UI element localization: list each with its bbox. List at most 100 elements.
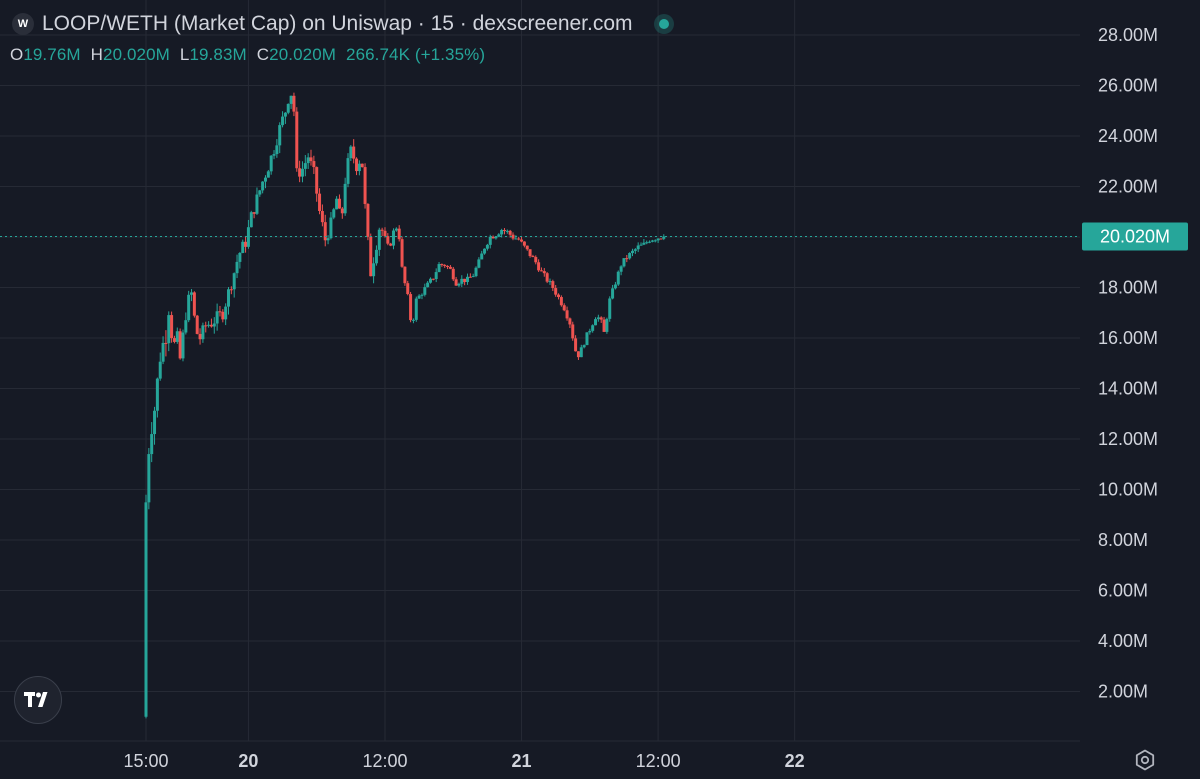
candle-body	[420, 294, 424, 296]
candle-body	[500, 229, 504, 235]
candle-body	[656, 238, 660, 241]
candle-body	[502, 229, 506, 231]
candle-body	[292, 95, 296, 112]
candle-body	[511, 234, 515, 239]
candle-body	[429, 278, 432, 283]
candle-body	[286, 103, 290, 113]
candle-body	[426, 282, 430, 288]
candle-body	[170, 315, 174, 339]
candle-body	[164, 342, 168, 344]
candle-body	[451, 268, 455, 280]
candle-body	[326, 238, 330, 241]
gear-icon[interactable]	[1133, 748, 1157, 772]
candle-body	[366, 203, 370, 237]
high-value: 20.020M	[103, 45, 170, 64]
candle-body	[263, 177, 267, 182]
candle-body	[298, 168, 302, 177]
candle-body	[562, 305, 566, 311]
candle-body	[608, 298, 612, 319]
price-axis[interactable]: 2.00M 4.00M 6.00M 8.00M 10.00M 12.00M 14.00M 16…	[1098, 25, 1158, 702]
candle-body	[340, 208, 344, 214]
candle-body	[295, 111, 299, 169]
candle-body	[246, 227, 250, 247]
candle-body	[596, 317, 600, 320]
candle-body	[192, 292, 196, 316]
candle-body	[460, 278, 464, 284]
candle-body	[352, 146, 356, 159]
candle-body	[534, 257, 538, 263]
candle-body	[443, 265, 447, 267]
candle-body	[531, 256, 535, 258]
candle-body	[266, 171, 270, 178]
candle-body	[372, 263, 376, 277]
candle-body	[178, 331, 182, 359]
candle-body	[150, 434, 154, 455]
price-tick-label: 4.00M	[1098, 631, 1148, 651]
time-axis[interactable]: 15:00 20 12:00 21 12:00 22	[123, 751, 804, 771]
candle-body	[659, 238, 663, 240]
candle-body	[275, 145, 279, 155]
candle-body	[238, 253, 242, 262]
candle-body	[650, 240, 654, 242]
candle-body	[369, 236, 373, 277]
chart-legend: W LOOP/WETH (Market Cap) on Uniswap · 15…	[12, 12, 669, 36]
candle-body	[155, 378, 159, 411]
candle-body	[545, 273, 549, 282]
candle-body	[417, 295, 421, 299]
candle-body	[337, 198, 341, 209]
candle-body	[215, 311, 219, 324]
candle-body	[212, 323, 216, 327]
candle-body	[411, 319, 415, 321]
candles	[144, 92, 666, 719]
open-value: 19.76M	[23, 45, 81, 64]
price-tick-label: 14.00M	[1098, 379, 1158, 399]
candle-body	[653, 240, 657, 242]
candle-body	[329, 217, 333, 239]
candle-body	[386, 236, 390, 244]
candle-body	[457, 283, 461, 286]
candle-body	[357, 163, 361, 172]
candle-body	[392, 230, 396, 246]
candle-body	[335, 198, 339, 210]
candle-body	[468, 276, 472, 278]
candle-body	[568, 318, 572, 325]
close-label: C	[256, 45, 270, 64]
open-label: O	[10, 45, 24, 64]
candle-body	[520, 239, 524, 242]
candle-body	[153, 410, 157, 435]
candle-body	[662, 236, 666, 239]
price-tick-label: 28.00M	[1098, 25, 1158, 45]
candle-body	[190, 292, 194, 295]
candle-body	[303, 163, 307, 169]
candle-body	[346, 158, 350, 184]
candle-body	[403, 266, 407, 284]
candle-body	[554, 288, 558, 295]
candle-body	[158, 361, 162, 379]
candle-body	[471, 276, 475, 278]
candle-body	[434, 272, 438, 280]
candle-body	[175, 331, 179, 342]
candle-body	[232, 273, 236, 290]
candle-body	[278, 125, 282, 146]
candle-body	[289, 95, 293, 104]
candle-body	[318, 193, 322, 211]
candle-body	[480, 253, 484, 260]
time-tick-label: 12:00	[362, 751, 407, 771]
current-price-label: 20.020M	[1100, 226, 1170, 246]
time-tick-label: 15:00	[123, 751, 168, 771]
price-tick-label: 24.00M	[1098, 126, 1158, 146]
price-tick-label: 10.00M	[1098, 480, 1158, 500]
candle-body	[172, 338, 176, 342]
candle-body	[588, 330, 592, 333]
candle-body	[619, 266, 623, 272]
tradingview-logo-icon[interactable]	[14, 676, 62, 724]
candle-body	[557, 294, 561, 298]
candle-body	[323, 222, 327, 241]
candle-body	[343, 183, 347, 214]
candle-body	[383, 230, 387, 237]
price-tick-label: 6.00M	[1098, 581, 1148, 601]
candle-body	[483, 248, 487, 254]
candle-body	[514, 238, 518, 240]
chart-grid	[0, 0, 1080, 742]
